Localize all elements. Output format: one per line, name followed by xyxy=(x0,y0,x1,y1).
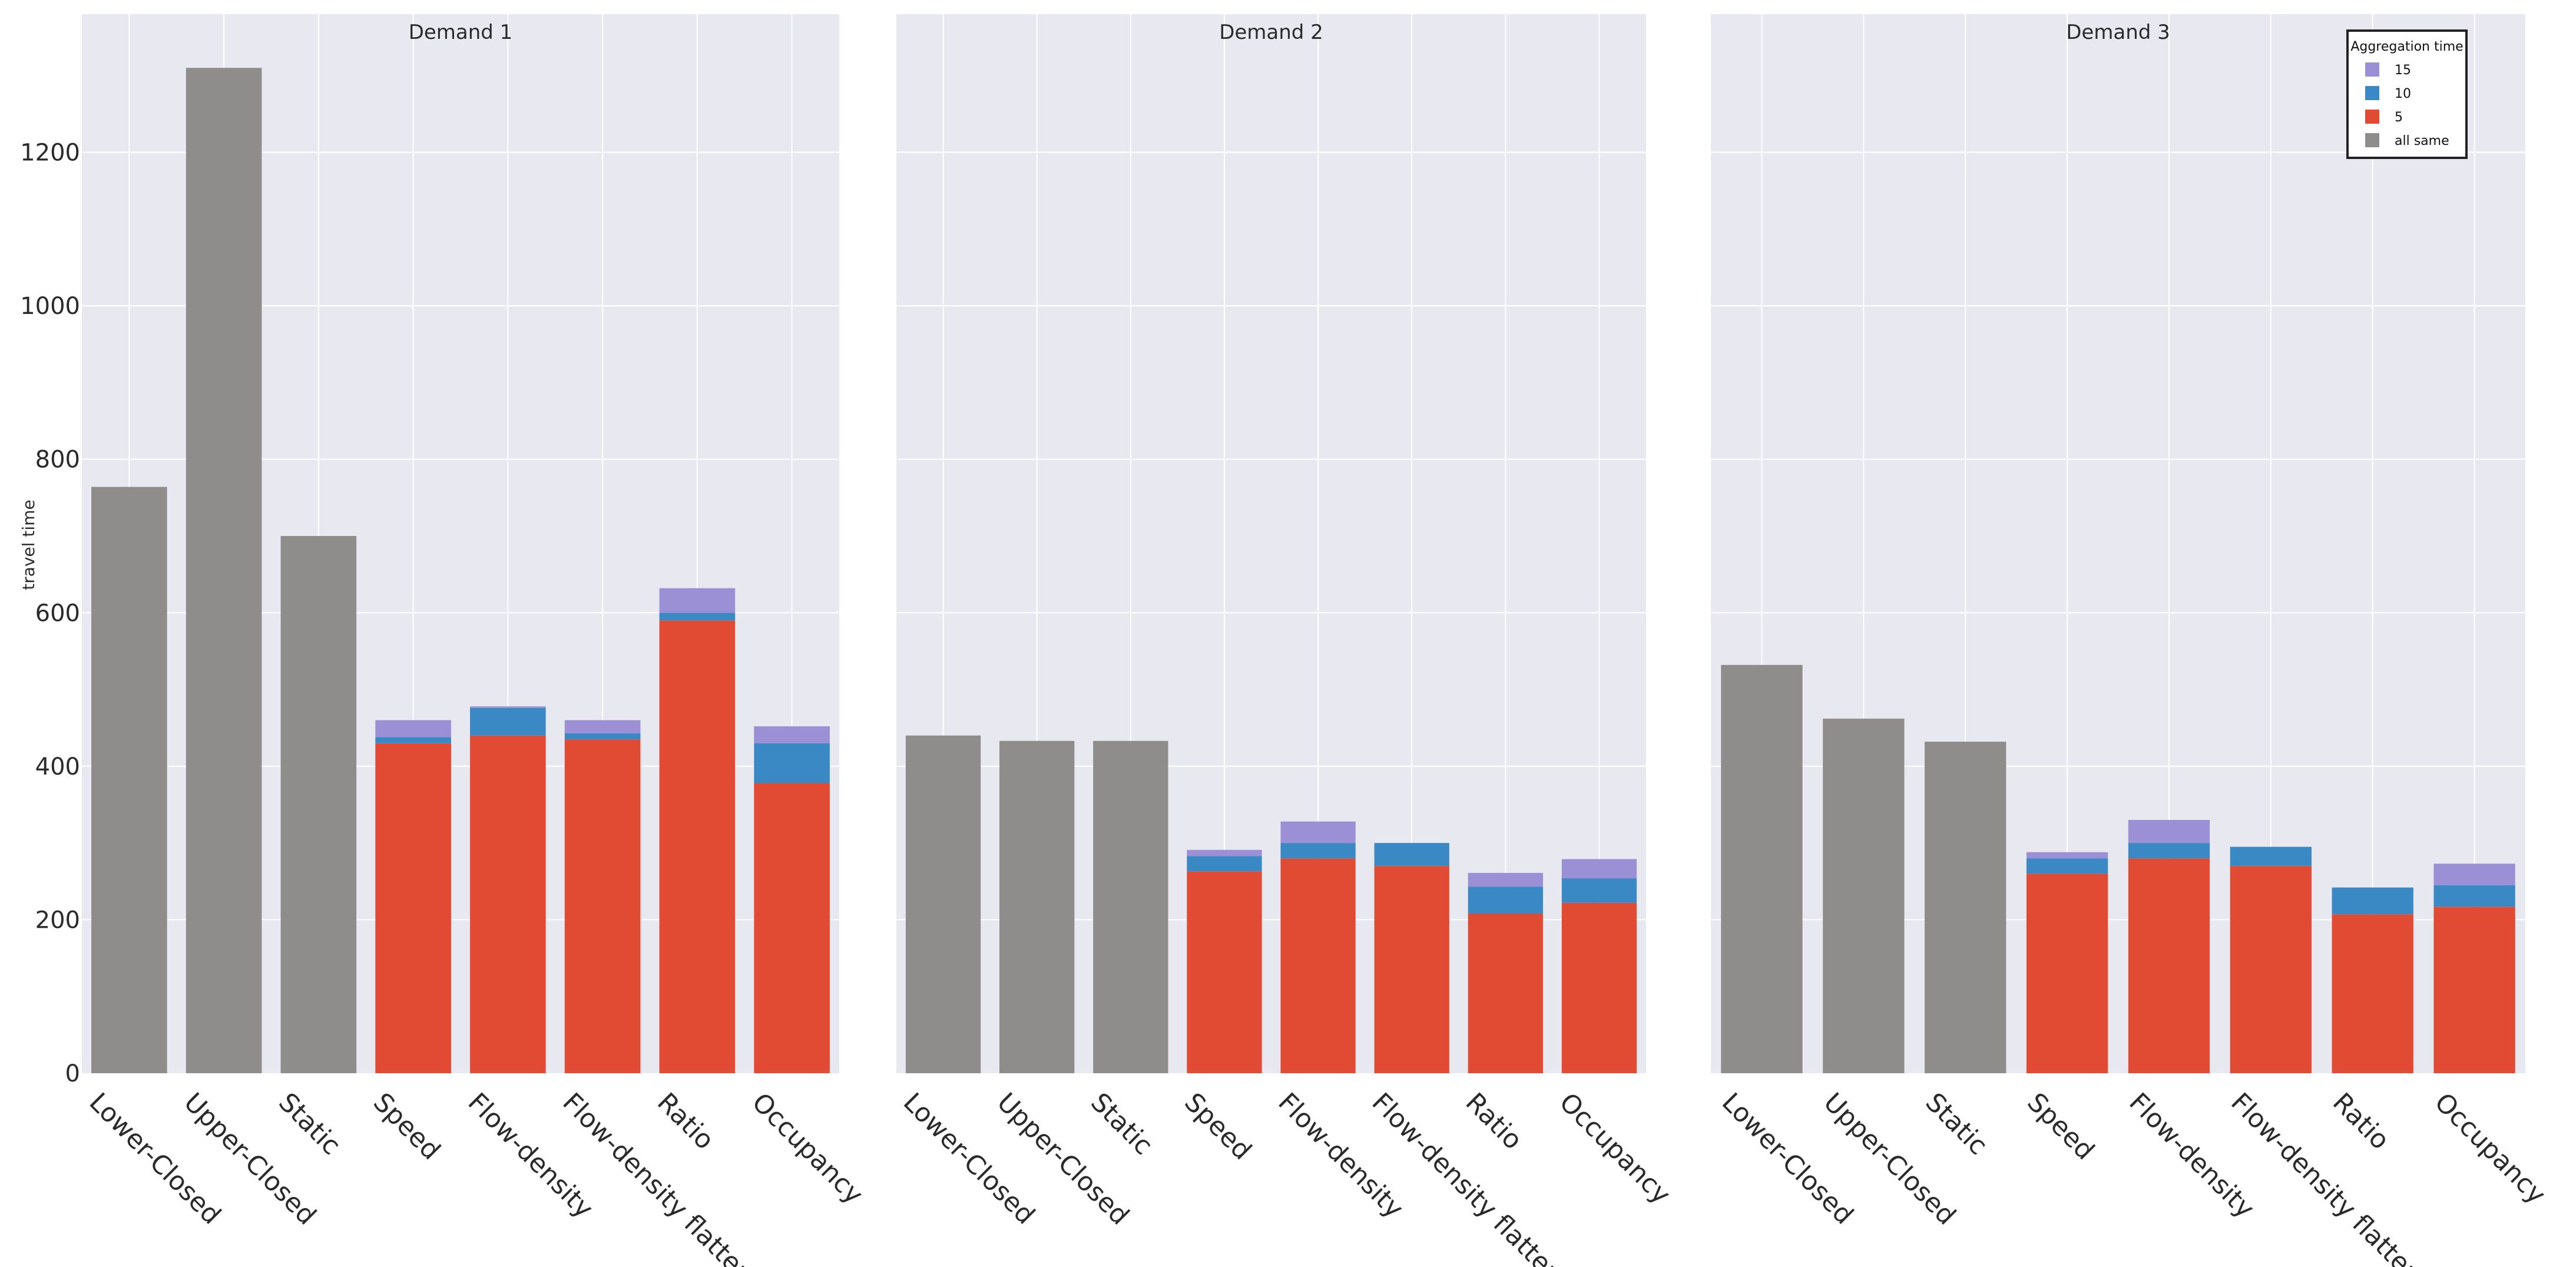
bar-demand-2-flow-density-15 xyxy=(1280,821,1356,843)
bar-demand-1-speed-5 xyxy=(375,743,451,1073)
legend-title: Aggregation time xyxy=(2350,39,2463,54)
legend-swatch-15 xyxy=(2365,62,2379,77)
bar-demand-3-speed-5 xyxy=(2026,874,2108,1073)
panel-title: Demand 3 xyxy=(2066,21,2170,44)
bar-demand-2-flow-density-flatten-10 xyxy=(1374,843,1449,866)
bar-demand-2-upper-closed-all-same xyxy=(999,740,1075,1073)
x-tick-label: Occupancy xyxy=(746,1087,869,1210)
bar-demand-1-flow-density-flatten-15 xyxy=(564,720,641,733)
x-tick-label: Speed xyxy=(367,1087,446,1166)
bar-demand-3-flow-density-flatten-10 xyxy=(2230,846,2312,866)
bar-demand-1-occupancy-15 xyxy=(754,726,830,743)
bar-demand-3-flow-density-flatten-5 xyxy=(2230,866,2312,1073)
x-tick-label: Ratio xyxy=(1460,1087,1528,1156)
legend-swatch-all-same xyxy=(2365,133,2379,147)
bar-demand-2-lower-closed-all-same xyxy=(905,735,981,1073)
bar-demand-3-occupancy-10 xyxy=(2433,885,2515,907)
legend-label-all-same: all same xyxy=(2395,134,2449,148)
legend-items: 15 10 5 all same xyxy=(2365,62,2449,148)
bar-demand-3-flow-density-15 xyxy=(2128,820,2210,843)
bar-demand-3-lower-closed-all-same xyxy=(1721,664,1803,1073)
bar-demand-2-occupancy-5 xyxy=(1561,902,1637,1073)
y-tick-label: 1000 xyxy=(20,293,80,320)
bar-demand-2-occupancy-15 xyxy=(1561,859,1637,879)
bar-demand-2-occupancy-10 xyxy=(1561,878,1637,903)
x-tick-label: Speed xyxy=(2021,1087,2100,1166)
bar-demand-1-lower-closed-all-same xyxy=(91,487,167,1073)
bar-demand-2-flow-density-5 xyxy=(1280,858,1356,1073)
bar-demand-2-flow-density-flatten-5 xyxy=(1374,866,1449,1073)
bar-demand-1-static-all-same xyxy=(280,535,357,1073)
bar-demand-1-ratio-5 xyxy=(659,620,736,1073)
bar-demand-2-ratio-15 xyxy=(1468,872,1543,887)
bar-demand-3-flow-density-5 xyxy=(2128,858,2210,1073)
y-tick-label: 400 xyxy=(35,753,80,780)
bar-demand-3-static-all-same xyxy=(1925,742,2007,1073)
bar-demand-1-ratio-15 xyxy=(659,588,736,613)
y-tick-label: 0 xyxy=(65,1060,80,1087)
bar-demand-2-speed-10 xyxy=(1187,856,1262,872)
bar-demand-3-speed-15 xyxy=(2026,852,2108,859)
bar-demand-1-flow-density-15 xyxy=(470,706,546,708)
bar-demand-2-ratio-10 xyxy=(1468,886,1543,914)
bar-demand-1-ratio-10 xyxy=(659,613,736,621)
bar-demand-3-ratio-10 xyxy=(2332,887,2413,915)
bar-demand-2-speed-5 xyxy=(1187,871,1262,1073)
bar-demand-1-upper-closed-all-same xyxy=(186,68,262,1074)
y-tick-label: 800 xyxy=(35,446,80,474)
x-tick-label: Ratio xyxy=(651,1087,720,1156)
bar-demand-3-upper-closed-all-same xyxy=(1823,719,1905,1073)
bar-demand-3-ratio-5 xyxy=(2332,914,2413,1073)
x-tick-label: Static xyxy=(273,1087,346,1161)
panel-title: Demand 1 xyxy=(409,21,513,44)
x-tick-label: Static xyxy=(1919,1087,1993,1161)
x-tick-label: Occupancy xyxy=(1554,1087,1677,1210)
legend-label-15: 15 xyxy=(2395,63,2411,78)
bar-demand-2-static-all-same xyxy=(1093,740,1168,1073)
y-tick-label: 600 xyxy=(35,600,80,627)
y-axis-label: travel time xyxy=(19,499,38,590)
x-tick-label: Flow-density flatten xyxy=(2225,1087,2428,1267)
bar-demand-1-speed-10 xyxy=(375,737,451,743)
bar-demand-2-speed-15 xyxy=(1187,849,1262,856)
legend-swatch-10 xyxy=(2365,86,2379,100)
bar-demand-3-occupancy-5 xyxy=(2433,907,2515,1073)
bar-demand-3-flow-density-10 xyxy=(2128,843,2210,859)
x-tick-label: Occupancy xyxy=(2429,1087,2552,1210)
x-tick-label: Ratio xyxy=(2327,1087,2395,1156)
bar-demand-1-occupancy-5 xyxy=(754,783,830,1073)
y-tick-label: 1200 xyxy=(20,140,80,167)
panel-title: Demand 2 xyxy=(1219,21,1323,44)
bar-demand-1-flow-density-5 xyxy=(470,735,546,1073)
bar-demand-1-occupancy-10 xyxy=(754,743,830,783)
bar-demand-2-flow-density-10 xyxy=(1280,843,1356,859)
legend-swatch-5 xyxy=(2365,110,2379,124)
x-tick-label: Speed xyxy=(1178,1087,1257,1166)
x-tick-label: Static xyxy=(1085,1087,1158,1161)
legend-label-5: 5 xyxy=(2395,110,2403,125)
legend: Aggregation time 15 10 5 all same xyxy=(2346,29,2468,159)
legend-label-10: 10 xyxy=(2395,87,2411,101)
bar-demand-1-flow-density-flatten-5 xyxy=(564,739,641,1073)
y-tick-label: 200 xyxy=(35,907,80,934)
bar-demand-3-occupancy-15 xyxy=(2433,864,2515,885)
y-axis: 0 200 400 600 800 1000 1200 travel time xyxy=(19,140,80,1087)
bar-demand-3-speed-10 xyxy=(2026,858,2108,874)
bar-demand-2-ratio-5 xyxy=(1468,913,1543,1073)
bar-demand-1-flow-density-flatten-10 xyxy=(564,733,641,740)
bar-demand-1-flow-density-10 xyxy=(470,707,546,736)
bar-demand-1-speed-15 xyxy=(375,720,451,737)
